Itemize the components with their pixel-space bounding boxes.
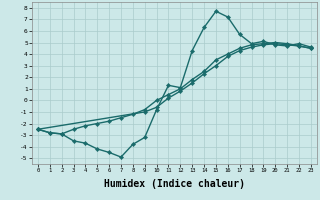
X-axis label: Humidex (Indice chaleur): Humidex (Indice chaleur) — [104, 179, 245, 189]
